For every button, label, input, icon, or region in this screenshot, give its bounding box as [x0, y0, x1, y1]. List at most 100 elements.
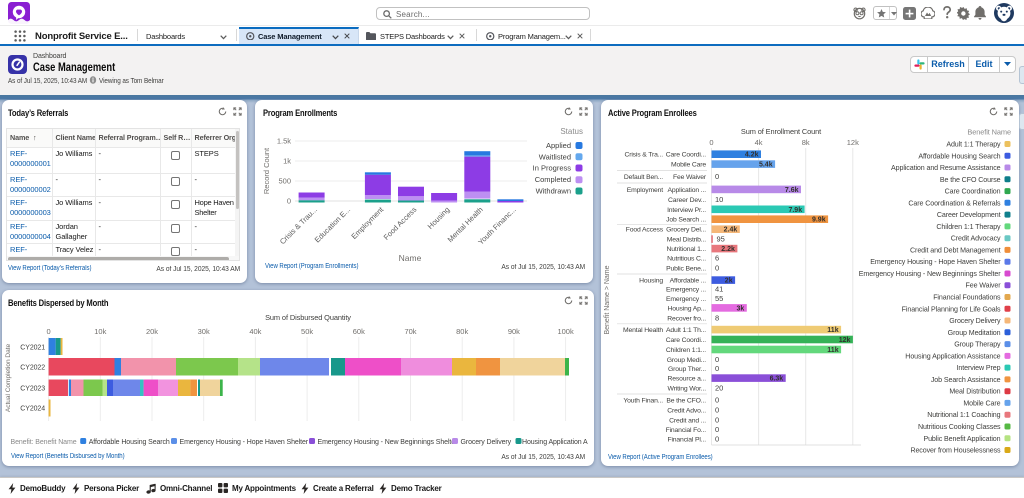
svg-text:Emergency Housing - New Beginn: Emergency Housing - New Beginnings Shelt… — [859, 270, 1001, 278]
svg-text:Adult 1:1 Th...: Adult 1:1 Th... — [666, 327, 706, 334]
svg-text:Housing Application A: Housing Application A — [522, 439, 588, 446]
svg-text:Employment: Employment — [627, 187, 664, 194]
svg-text:Care Coordi...: Care Coordi... — [666, 152, 706, 159]
svg-text:20k: 20k — [146, 327, 158, 336]
svg-text:Housing: Housing — [426, 205, 452, 231]
svg-text:Nutritious Cooking Classes: Nutritious Cooking Classes — [918, 423, 1001, 431]
svg-text:Application and Resume Assista: Application and Resume Assistance — [891, 164, 1001, 172]
svg-text:Education E...: Education E... — [313, 205, 352, 244]
svg-text:0: 0 — [715, 264, 719, 273]
svg-text:Record Count: Record Count — [262, 147, 271, 194]
svg-text:Mobile Care: Mobile Care — [671, 162, 706, 169]
svg-text:3k: 3k — [737, 305, 745, 312]
svg-text:Resource a...: Resource a... — [668, 376, 707, 383]
svg-text:0: 0 — [715, 425, 719, 434]
svg-text:0: 0 — [715, 435, 719, 444]
svg-text:Credit and Debt Management: Credit and Debt Management — [910, 246, 1001, 254]
svg-text:Sum of Enrollment Count: Sum of Enrollment Count — [741, 127, 821, 136]
svg-text:Nutritious C...: Nutritious C... — [667, 256, 706, 263]
svg-text:Benefit: Benefit Name: Benefit: Benefit Name — [11, 439, 77, 446]
svg-text:Crisis & Tra...: Crisis & Tra... — [624, 152, 663, 159]
svg-text:30k: 30k — [198, 327, 210, 336]
svg-text:11k: 11k — [827, 347, 838, 354]
svg-text:Grocery Delivery: Grocery Delivery — [949, 317, 1001, 325]
svg-text:Affordable ...: Affordable ... — [670, 278, 707, 285]
svg-text:8k: 8k — [802, 138, 810, 147]
svg-text:12k: 12k — [839, 337, 851, 344]
svg-text:0: 0 — [715, 406, 719, 415]
svg-text:Interview Pr...: Interview Pr... — [667, 207, 706, 214]
svg-text:Applied: Applied — [546, 141, 571, 150]
svg-text:Food Access: Food Access — [382, 205, 419, 242]
svg-text:0: 0 — [715, 364, 719, 373]
svg-text:Emergency Housing - Hope Haven: Emergency Housing - Hope Haven Shelter — [870, 258, 1001, 266]
svg-text:Job Search Assistance: Job Search Assistance — [931, 376, 1001, 384]
svg-text:95: 95 — [717, 235, 725, 244]
svg-text:0: 0 — [287, 197, 291, 206]
svg-text:Benefit Name: Benefit Name — [967, 128, 1011, 137]
svg-text:4.2k: 4.2k — [745, 152, 759, 159]
svg-text:CY2022: CY2022 — [20, 365, 45, 372]
svg-text:5.4k: 5.4k — [759, 162, 773, 169]
svg-text:Withdrawn: Withdrawn — [536, 187, 571, 196]
svg-text:40k: 40k — [249, 327, 261, 336]
svg-text:Meal Distrib...: Meal Distrib... — [667, 237, 707, 244]
svg-text:Group Meditation: Group Meditation — [948, 329, 1001, 337]
svg-text:6: 6 — [715, 254, 719, 263]
svg-text:2k: 2k — [725, 278, 733, 285]
svg-text:Financial Foundations: Financial Foundations — [933, 294, 1001, 302]
svg-text:Meal Distribution: Meal Distribution — [949, 388, 1000, 396]
svg-text:Housing: Housing — [639, 278, 663, 285]
svg-text:0: 0 — [47, 327, 51, 336]
svg-text:Completed: Completed — [535, 175, 571, 184]
svg-text:100k: 100k — [557, 327, 574, 336]
svg-text:Emergency ...: Emergency ... — [666, 296, 706, 303]
svg-text:0: 0 — [715, 172, 719, 181]
svg-text:Care Coordination & Referrals: Care Coordination & Referrals — [908, 199, 1001, 207]
svg-text:2.2k: 2.2k — [721, 246, 735, 253]
svg-text:90k: 90k — [508, 327, 520, 336]
svg-text:0: 0 — [709, 138, 713, 147]
svg-text:Recover from Houselessness: Recover from Houselessness — [910, 447, 1001, 455]
svg-text:Affordable Housing Search: Affordable Housing Search — [89, 439, 170, 446]
svg-text:1.5k: 1.5k — [277, 137, 291, 146]
svg-text:Credit and ...: Credit and ... — [669, 418, 706, 425]
svg-text:Housing Ap...: Housing Ap... — [668, 305, 707, 312]
svg-text:Writing Wor...: Writing Wor... — [668, 386, 707, 393]
svg-text:Be the CFO Course: Be the CFO Course — [940, 176, 1001, 184]
svg-text:50k: 50k — [301, 327, 313, 336]
svg-text:Fee Waiver: Fee Waiver — [965, 282, 1001, 290]
svg-text:55: 55 — [715, 294, 723, 303]
svg-text:Emergency Housing - Hope Haven: Emergency Housing - Hope Haven Shelter — [180, 439, 309, 446]
svg-text:9.9k: 9.9k — [812, 217, 826, 224]
svg-text:Mobile Care: Mobile Care — [963, 399, 1000, 407]
svg-text:70k: 70k — [404, 327, 416, 336]
svg-text:80k: 80k — [456, 327, 468, 336]
svg-text:Adult 1:1 Therapy: Adult 1:1 Therapy — [946, 141, 1001, 149]
svg-text:Group Ther...: Group Ther... — [668, 366, 706, 373]
svg-text:Public Benefit Application: Public Benefit Application — [923, 435, 1000, 443]
svg-text:Financial Planning for Life Go: Financial Planning for Life Goals — [902, 305, 1001, 313]
svg-text:Grocery Del...: Grocery Del... — [666, 227, 706, 234]
svg-text:Housing Application Assistance: Housing Application Assistance — [905, 352, 1000, 360]
svg-text:CY2021: CY2021 — [20, 345, 45, 352]
svg-text:Grocery Delivery: Grocery Delivery — [461, 439, 512, 446]
svg-text:60k: 60k — [353, 327, 365, 336]
svg-text:41: 41 — [715, 284, 723, 293]
svg-text:Career Development: Career Development — [937, 211, 1001, 219]
svg-text:12k: 12k — [847, 138, 859, 147]
svg-text:Nutritional 1:1 Coaching: Nutritional 1:1 Coaching — [927, 411, 1000, 419]
svg-text:Status: Status — [560, 127, 583, 136]
svg-text:0: 0 — [715, 396, 719, 405]
svg-text:Group Medi...: Group Medi... — [667, 357, 706, 364]
svg-text:In Progress: In Progress — [533, 164, 572, 173]
svg-text:Care Coordination: Care Coordination — [945, 188, 1001, 196]
svg-text:Name: Name — [399, 253, 422, 263]
svg-text:Food Access: Food Access — [626, 227, 664, 234]
svg-text:Recover fro...: Recover fro... — [667, 315, 706, 322]
svg-text:Children 1:1...: Children 1:1... — [666, 347, 706, 354]
svg-text:Credit Advocacy: Credit Advocacy — [951, 235, 1001, 243]
svg-text:Youth Finan...: Youth Finan... — [623, 398, 663, 405]
svg-text:8: 8 — [715, 313, 719, 322]
svg-text:11k: 11k — [827, 327, 838, 334]
